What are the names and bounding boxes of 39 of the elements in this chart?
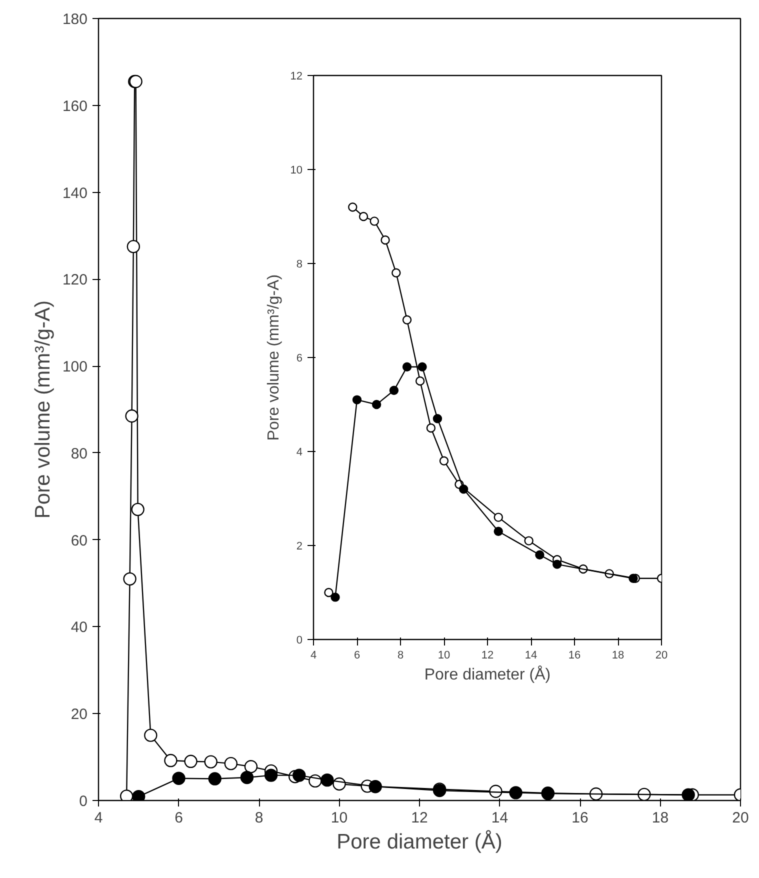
x-axis-title: Pore diameter (Å) — [424, 666, 551, 684]
y-axis-title: Pore volume (mm³/g-A) — [265, 274, 282, 441]
y-tick-label: 20 — [70, 706, 88, 724]
x-tick-label: 14 — [491, 810, 508, 826]
x-tick-label: 18 — [652, 810, 669, 826]
x-tick-label: 8 — [254, 810, 264, 826]
y-tick-label: 10 — [290, 164, 303, 176]
x-tick-label: 16 — [572, 810, 588, 826]
y-tick-label: 8 — [296, 258, 303, 270]
y-axis-title: Pore volume (mm³/g-A) — [31, 300, 54, 519]
y-tick-label: 0 — [296, 634, 303, 646]
y-tick-label: 40 — [70, 619, 88, 636]
x-tick-label: 14 — [524, 650, 538, 662]
y-tick-label: 60 — [70, 532, 88, 550]
y-tick-label: 2 — [296, 540, 303, 552]
x-tick-label: 4 — [94, 810, 103, 826]
x-tick-label: 10 — [330, 810, 348, 826]
x-axis-title: Pore diameter (Å) — [336, 830, 502, 854]
x-tick-label: 16 — [568, 650, 581, 662]
y-tick-label: 140 — [62, 184, 88, 202]
x-tick-label: 12 — [411, 810, 428, 826]
y-tick-label: 12 — [290, 70, 303, 82]
x-tick-label: 20 — [732, 810, 749, 826]
y-tick-label: 100 — [62, 358, 88, 376]
x-tick-label: 6 — [354, 650, 360, 662]
y-tick-label: 6 — [296, 352, 303, 364]
x-tick-label: 10 — [438, 650, 450, 662]
x-tick-label: 6 — [174, 810, 183, 826]
y-tick-label: 120 — [62, 272, 88, 289]
x-tick-label: 18 — [612, 650, 624, 662]
y-tick-label: 180 — [62, 11, 88, 28]
y-tick-label: 4 — [296, 446, 303, 458]
x-tick-label: 12 — [481, 650, 494, 662]
y-tick-label: 80 — [70, 445, 88, 462]
x-tick-label: 8 — [397, 650, 404, 662]
x-tick-label: 20 — [655, 650, 668, 662]
x-tick-label: 4 — [310, 650, 317, 662]
y-tick-label: 0 — [79, 793, 88, 810]
y-tick-label: 160 — [62, 98, 88, 115]
